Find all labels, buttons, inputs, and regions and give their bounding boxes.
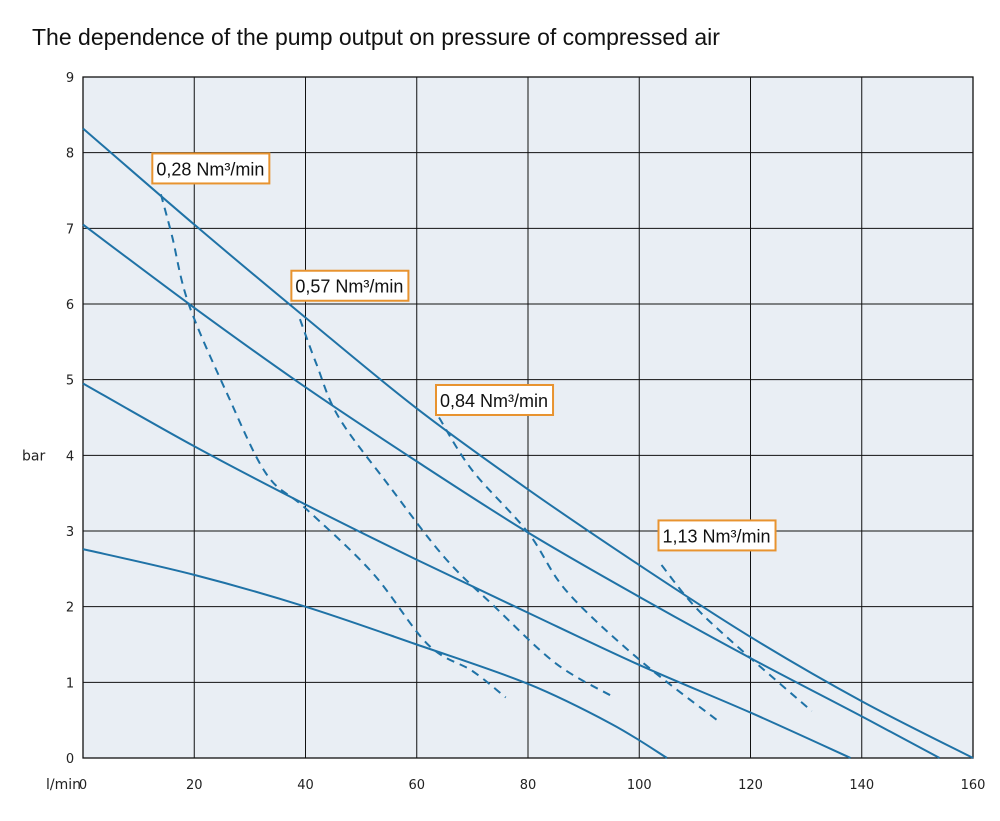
chart-title: The dependence of the pump output on pre…: [32, 24, 720, 50]
air-flow-curve-5: [159, 194, 507, 699]
x-tick-label: 120: [738, 778, 763, 793]
annotation-box: 1,13 Nm³/min: [657, 519, 777, 552]
air-flow-curve-7: [438, 416, 718, 721]
x-tick-label: 140: [849, 778, 874, 793]
x-tick-label: 60: [408, 778, 425, 793]
y-tick-label: 8: [66, 147, 74, 162]
annotation-frame: [151, 152, 271, 185]
x-axis-label: l/min: [46, 777, 81, 793]
annotation-label: 0,84 Nm³/min: [440, 391, 548, 411]
y-tick-label: 0: [66, 752, 74, 767]
annotation-label: 1,13 Nm³/min: [663, 526, 771, 546]
x-tick-label: 160: [961, 778, 986, 793]
annotation-box: 0,28 Nm³/min: [151, 152, 271, 185]
pressure-line-2: [82, 382, 852, 759]
y-tick-label: 9: [66, 71, 74, 86]
y-tick-label: 6: [66, 298, 74, 313]
annotation-box: 0,57 Nm³/min: [290, 269, 410, 302]
y-tick-label: 5: [66, 374, 74, 389]
tick-labels: 0 20 40 60 80 100 120 140 160 0 1 2 3 4 5 6 7 8 9: [66, 71, 986, 793]
y-tick-label: 4: [66, 449, 74, 464]
series-layer: [82, 127, 974, 759]
pressure-line-1: [82, 548, 668, 759]
annotation-frame: [435, 383, 555, 416]
annotation-frame: [290, 269, 410, 302]
annotation-layer: 0,28 Nm³/min 0,57 Nm³/min 0,84 Nm³/min 1,13…: [151, 152, 777, 552]
y-tick-label: 1: [66, 676, 74, 691]
air-flow-curve-8: [660, 564, 813, 712]
pressure-line-4: [82, 127, 974, 759]
annotation-box: 0,84 Nm³/min: [435, 383, 555, 416]
annotation-label: 0,57 Nm³/min: [295, 277, 403, 297]
air-flow-curve-6: [298, 318, 612, 697]
x-tick-label: 100: [627, 778, 652, 793]
x-tick-label: 0: [79, 778, 87, 793]
annotation-label: 0,28 Nm³/min: [156, 159, 264, 179]
y-axis-label: bar: [22, 448, 45, 464]
x-tick-label: 20: [186, 778, 203, 793]
y-tick-label: 7: [66, 222, 74, 237]
x-tick-label: 40: [297, 778, 314, 793]
y-tick-label: 2: [66, 601, 74, 616]
annotation-frame: [657, 519, 777, 552]
y-tick-label: 3: [66, 525, 74, 540]
x-tick-label: 80: [520, 778, 537, 793]
